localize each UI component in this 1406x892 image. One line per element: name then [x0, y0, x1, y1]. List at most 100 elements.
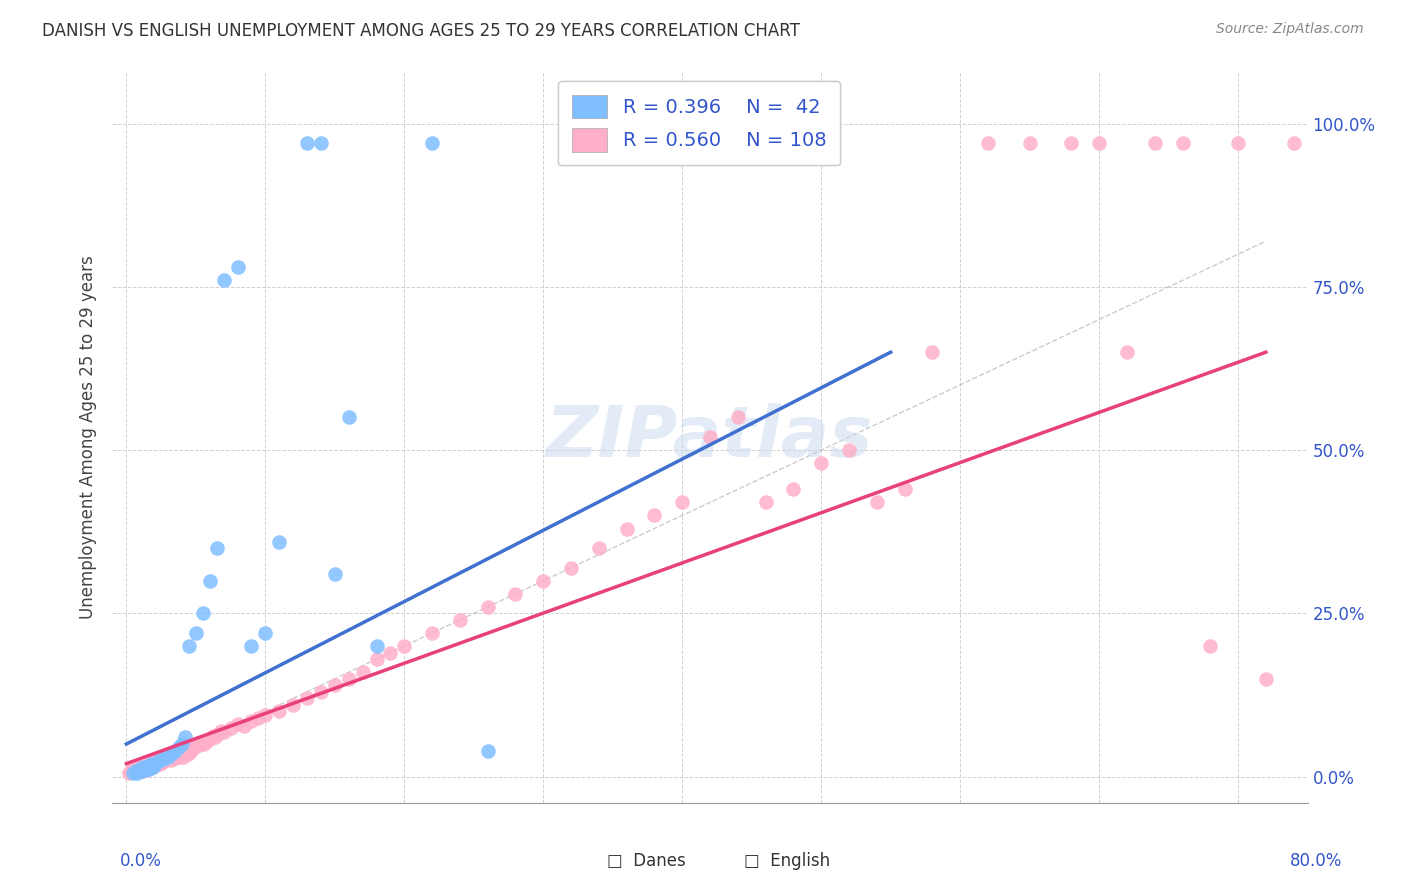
Point [145, 758, 167, 772]
Text: Source: ZipAtlas.com: Source: ZipAtlas.com [1216, 22, 1364, 37]
Text: ZIPatlas: ZIPatlas [547, 402, 873, 472]
Point [136, 760, 159, 774]
Point [125, 764, 148, 779]
Point [323, 567, 346, 582]
Point [254, 707, 277, 722]
Text: □  Danes: □ Danes [607, 852, 686, 870]
Point [204, 731, 226, 745]
Point [180, 740, 202, 755]
Point [129, 763, 152, 777]
Point [124, 763, 146, 777]
Point [1199, 639, 1222, 653]
Point [295, 691, 318, 706]
Point [1171, 136, 1194, 151]
Point [146, 756, 169, 770]
Point [129, 762, 152, 776]
Point [118, 766, 141, 780]
Point [588, 541, 610, 555]
Point [132, 760, 155, 774]
Point [156, 750, 179, 764]
Point [135, 762, 157, 776]
Point [128, 762, 150, 776]
Point [138, 760, 160, 774]
Point [531, 574, 554, 588]
Point [195, 733, 218, 747]
Point [921, 345, 943, 359]
Point [616, 521, 638, 535]
Point [143, 753, 166, 767]
Point [148, 753, 170, 767]
Point [309, 136, 332, 151]
Point [226, 717, 249, 731]
Point [173, 731, 195, 745]
Point [212, 725, 235, 739]
Point [699, 430, 721, 444]
Point [477, 599, 499, 614]
Point [309, 685, 332, 699]
Point [560, 560, 582, 574]
Point [212, 273, 235, 287]
Point [184, 737, 207, 751]
Point [174, 742, 197, 756]
Point [141, 756, 163, 771]
Point [163, 751, 186, 765]
Point [135, 763, 157, 777]
Point [254, 626, 277, 640]
Point [1254, 672, 1277, 686]
Point [1060, 136, 1083, 151]
Point [176, 747, 198, 761]
Point [128, 763, 150, 777]
Point [121, 763, 143, 777]
Point [727, 410, 749, 425]
Point [142, 760, 165, 774]
Point [155, 751, 177, 765]
Point [170, 743, 193, 757]
Point [155, 753, 177, 767]
Point [160, 753, 183, 767]
Point [671, 495, 693, 509]
Point [366, 652, 388, 666]
Point [162, 750, 183, 764]
Point [167, 750, 190, 764]
Point [160, 747, 183, 761]
Point [166, 745, 188, 759]
Point [179, 745, 201, 759]
Point [141, 756, 163, 771]
Point [198, 731, 221, 746]
Point [153, 751, 176, 765]
Point [177, 743, 200, 757]
Point [233, 719, 256, 733]
Point [782, 483, 804, 497]
Point [366, 639, 388, 653]
Point [127, 763, 149, 777]
Point [198, 574, 221, 588]
Point [139, 758, 162, 772]
Point [162, 747, 184, 761]
Point [150, 753, 173, 767]
Point [1088, 136, 1111, 151]
Point [207, 727, 229, 741]
Point [394, 639, 416, 653]
Point [152, 756, 174, 770]
Point [157, 750, 180, 764]
Point [240, 714, 263, 728]
Point [177, 639, 200, 653]
Point [129, 763, 152, 777]
Point [269, 534, 291, 549]
Point [142, 760, 165, 774]
Point [477, 743, 499, 757]
Point [170, 737, 193, 751]
Point [136, 762, 159, 776]
Point [505, 587, 527, 601]
Point [163, 743, 186, 757]
Point [281, 698, 304, 712]
Point [149, 756, 172, 771]
Point [139, 758, 162, 772]
Point [269, 705, 291, 719]
Point [977, 136, 1000, 151]
Point [122, 764, 145, 779]
Point [380, 646, 402, 660]
Point [184, 626, 207, 640]
Point [247, 711, 270, 725]
Point [893, 483, 915, 497]
